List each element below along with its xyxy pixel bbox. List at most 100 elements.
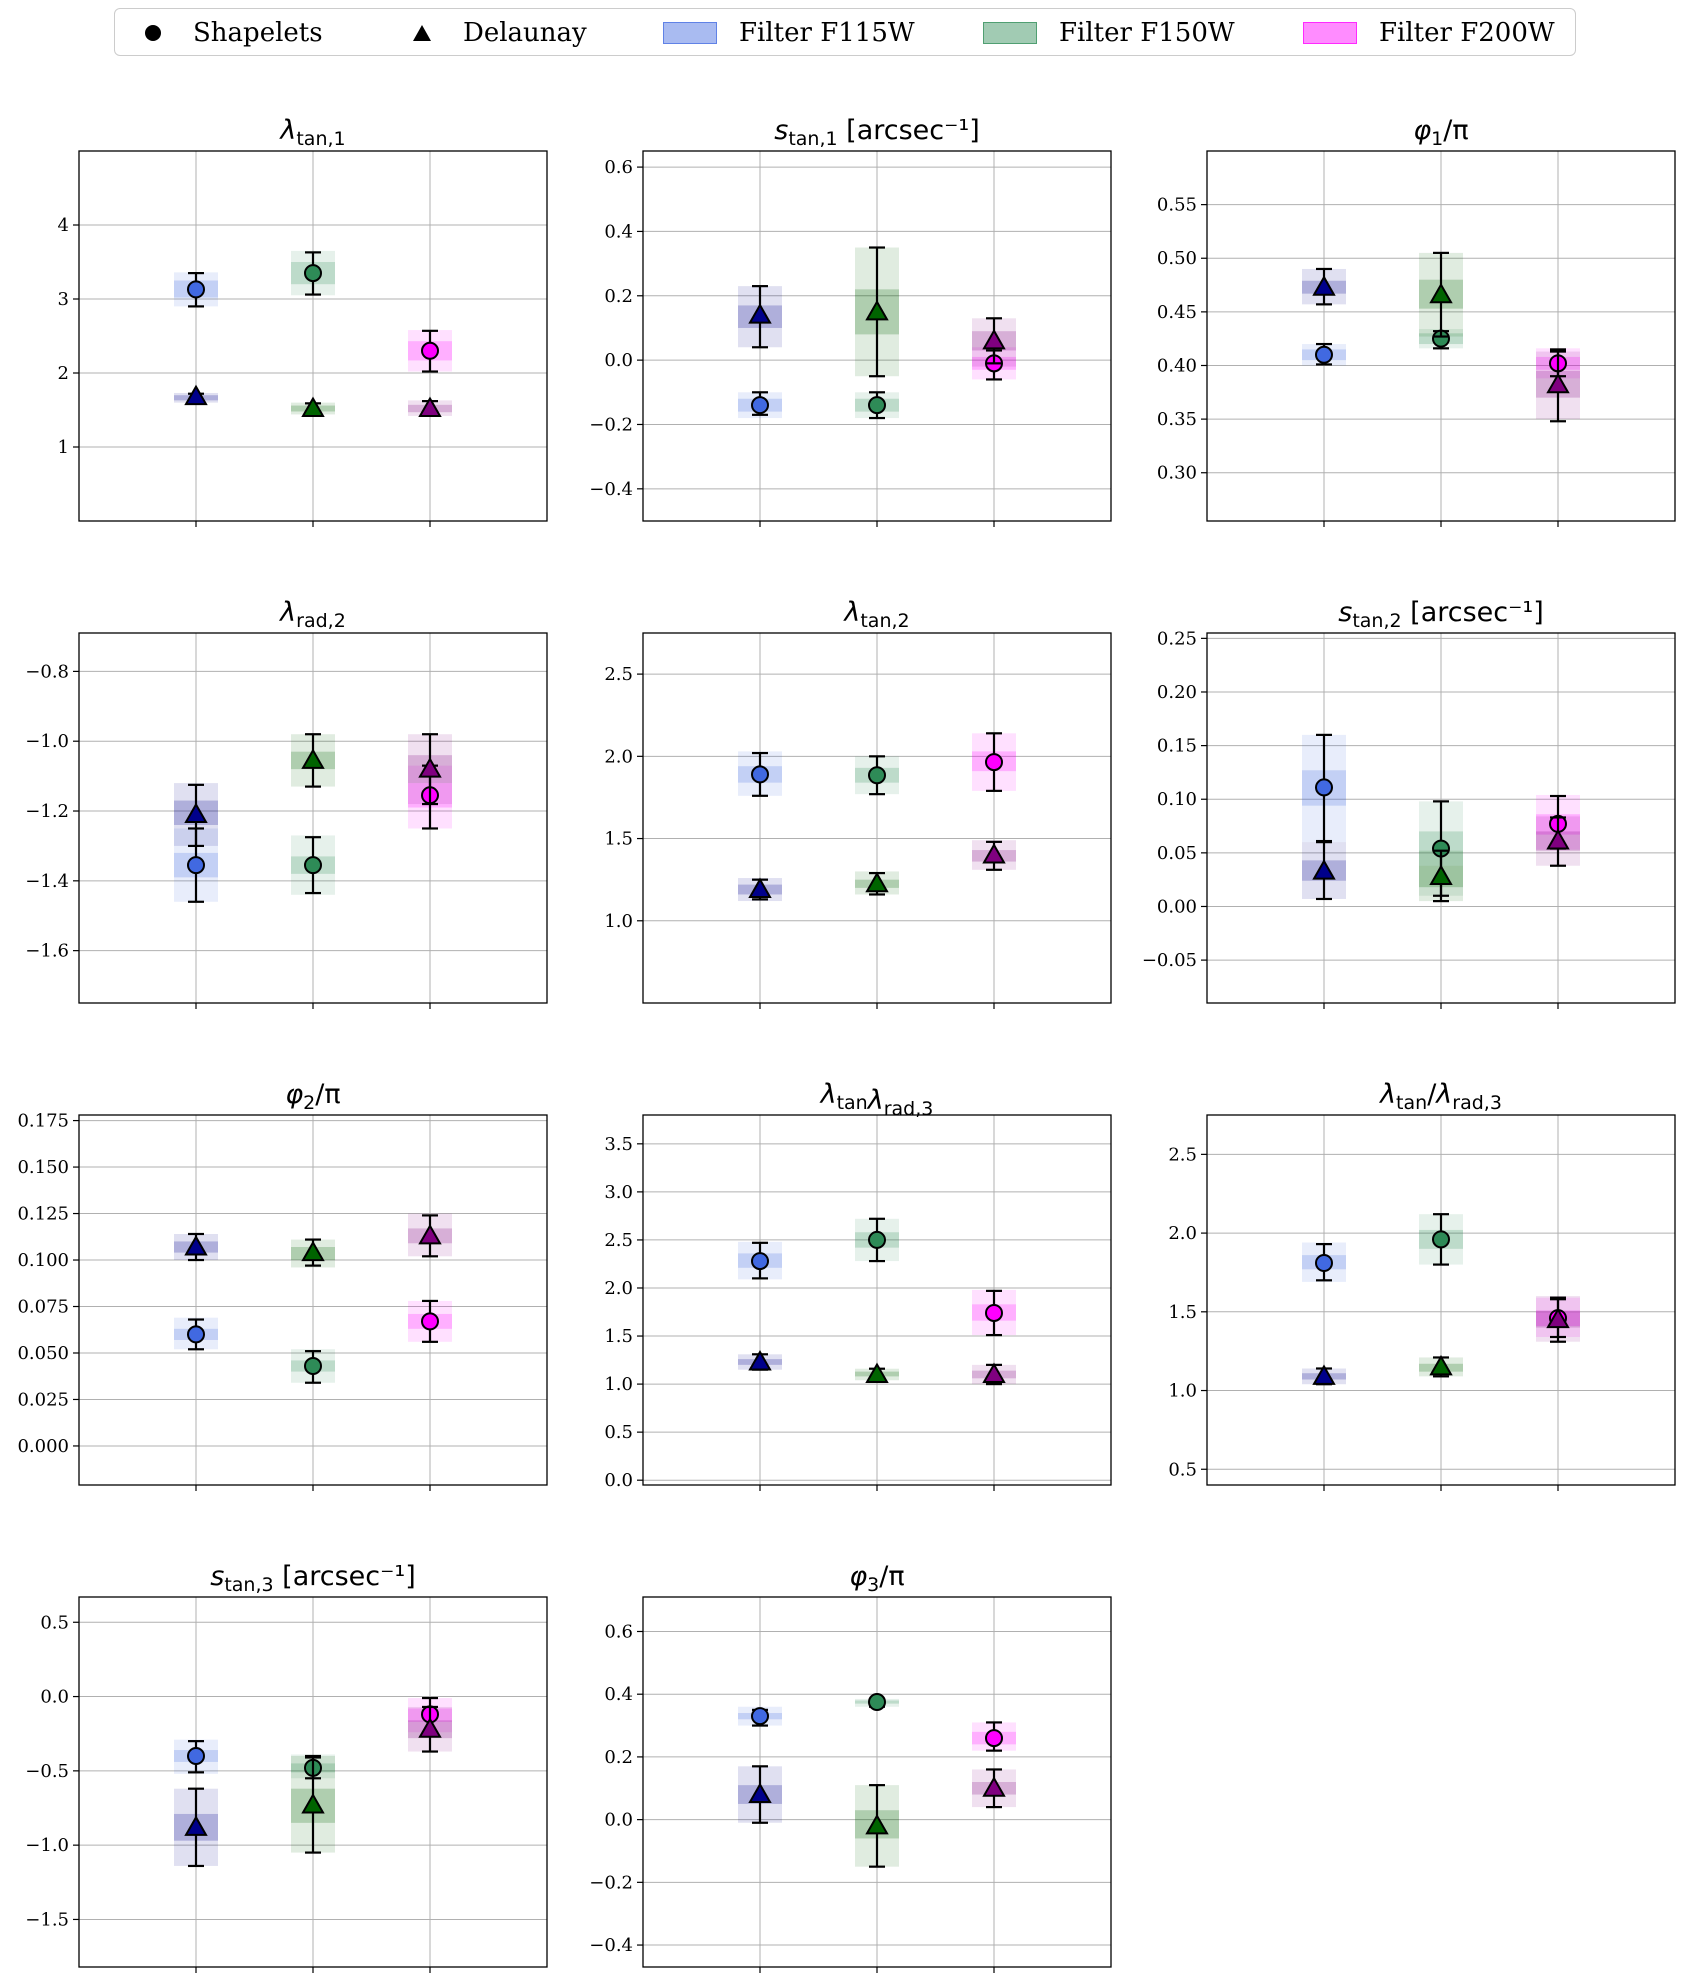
y-tick-label: 0.15 [1157,736,1197,757]
delaunay-point [1429,864,1453,885]
title-rest: /π [879,1561,904,1592]
title-rest: [arcsec⁻¹] [274,1561,416,1592]
y-tick-label: 0.5 [40,1612,69,1633]
panel-1: 1 2 3 4 λtan,1 [58,115,548,527]
title-subscript: tan,3 [224,1574,273,1596]
shapelets-point [187,856,205,875]
y-tick-label: 0.125 [17,1204,69,1225]
y-tick-label: 1.0 [604,911,633,932]
y-tick-label: 2.0 [604,746,633,767]
y-tick-label: −0.4 [589,1935,633,1956]
y-tick-label: 0.40 [1157,355,1197,376]
delaunay-point [184,1234,208,1256]
shapelets-point [1315,1254,1333,1272]
y-tick-label: 0.0 [604,1810,633,1831]
plot-frame [642,1114,1112,1486]
y-tick-label: 2 [58,363,69,384]
delaunay-point [301,1240,325,1262]
y-tick-label: 0.00 [1157,896,1197,917]
y-tick-label: 0.100 [17,1250,69,1271]
y-tick-label: 0.35 [1157,409,1197,430]
y-tick-label: 1.0 [604,1374,633,1395]
y-tick-label: 0.6 [604,157,633,178]
title-symbol: λ [866,1085,884,1116]
delaunay-point [184,1815,208,1836]
title-symbol: s [774,115,788,146]
y-tick-label: −0.05 [1142,950,1197,971]
y-tick-label: −0.8 [25,661,69,682]
plot-frame [78,150,548,522]
y-tick-label: −0.4 [589,479,633,500]
shapelets-point [187,1746,205,1765]
y-tick-label: 1.0 [1168,1381,1197,1402]
shapelets-point [868,1230,886,1249]
legend-item-delaunay: Delaunay [413,9,587,57]
title-rest: [arcsec⁻¹] [1402,597,1544,628]
y-tick-label: 1 [58,437,69,458]
shapelets-point [985,753,1003,772]
panel-11: −0.4 −0.2 0.0 0.2 0.4 0.6 φ3/π [589,1561,1112,1973]
delaunay-point [1312,275,1336,296]
shapelets-point [304,856,322,875]
panel-6: −0.05 0.00 0.05 0.10 0.15 0.20 0.25 stan,2 [arc… [1142,597,1676,1009]
y-tick-label: 0.175 [17,1111,69,1132]
delaunay-point [748,1782,772,1804]
panel-title: φ2/π [285,1079,340,1114]
title-symbol: λ [278,115,296,146]
y-tick-label: 2.5 [604,664,633,685]
y-tick-label: 0.5 [1168,1459,1197,1480]
legend-item-shapelets: Shapelets [145,9,323,57]
f150w-swatch-icon [983,22,1037,44]
y-tick-label: 0.0 [40,1687,69,1708]
y-tick-label: 0.30 [1157,463,1197,484]
shapelets-point [751,765,769,784]
title-subscript: rad,3 [1452,1092,1502,1114]
triangle-marker-icon [413,25,431,41]
title-subscript: tan,2 [1352,610,1401,632]
delaunay-point [301,396,325,418]
title-rest: /π [315,1079,340,1110]
title-symbol: φ [1413,115,1431,146]
delaunay-point [865,1813,889,1835]
panel-10: −1.5 −1.0 −0.5 0.0 0.5 stan,3 [arcsec⁻¹] [25,1561,548,1973]
delaunay-point [865,1362,889,1383]
y-tick-label: 0.6 [604,1621,633,1642]
y-tick-label: −1.4 [25,871,69,892]
plot-frame [1206,150,1676,522]
plot-frame [78,632,548,1004]
title-rest: / [1427,1079,1437,1110]
y-tick-label: 4 [58,215,69,236]
title-symbol: λ [819,1079,837,1110]
panel-title: λtan,1 [278,115,345,150]
y-tick-label: 2.0 [1168,1223,1197,1244]
shapelets-point [304,264,322,283]
delaunay-point [748,303,772,324]
delaunay-point [982,1776,1006,1797]
y-tick-label: 1.5 [604,829,633,850]
delaunay-point [1429,282,1453,304]
panel-4: −1.6 −1.4 −1.2 −1.0 −0.8 λrad,2 [25,597,548,1009]
legend-label-f115w: Filter F115W [739,18,915,48]
delaunay-point [184,802,208,824]
y-tick-label: 3.5 [604,1134,633,1155]
y-tick-label: 1.5 [604,1326,633,1347]
shapelets-point [187,280,205,299]
y-tick-label: 0.5 [604,1422,633,1443]
y-tick-label: 0.4 [604,221,633,242]
y-tick-label: 0.075 [17,1297,69,1318]
delaunay-point [418,1223,442,1245]
plot-frame [78,1114,548,1486]
legend: Shapelets Delaunay Filter F115W Filter F… [114,8,1576,56]
panel-title: stan,3 [arcsec⁻¹] [210,1561,416,1596]
panel-title: λtan,2 [842,597,909,632]
legend-label-f150w: Filter F150W [1059,18,1235,48]
plot-frame [78,1596,548,1968]
y-tick-label: 2.5 [1168,1144,1197,1165]
y-tick-label: 2.5 [604,1230,633,1251]
title-symbol: s [1338,597,1352,628]
shapelets-point [751,396,769,415]
f115w-swatch-icon [663,22,717,44]
title-rest: [arcsec⁻¹] [838,115,980,146]
